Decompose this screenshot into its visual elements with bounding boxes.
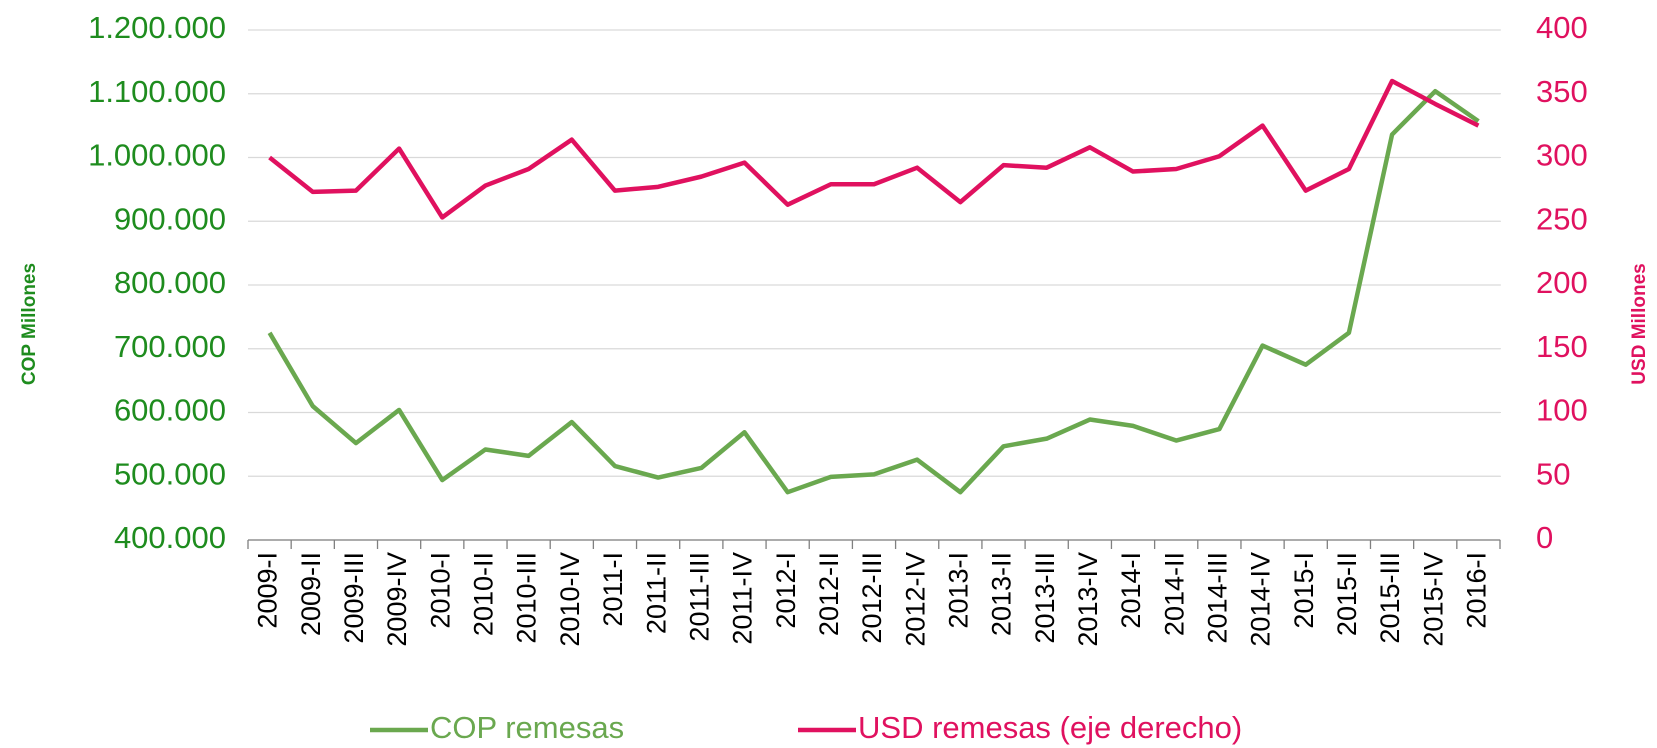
y2-tick-label: 0 <box>1536 520 1553 555</box>
y-tick-label: 900.000 <box>114 201 226 236</box>
y-tick-label: 400.000 <box>114 520 226 555</box>
y2-tick-label: 300 <box>1536 138 1588 173</box>
x-tick-label: 2011-III <box>684 552 714 642</box>
y-tick-label: 600.000 <box>114 393 226 428</box>
x-tick-label: 2012-II <box>814 552 844 636</box>
x-tick-label: 2016-I <box>1462 552 1492 629</box>
x-tick-label: 2009-III <box>339 552 369 644</box>
y2-tick-label: 350 <box>1536 74 1588 109</box>
x-tick-label: 2015-III <box>1375 552 1405 644</box>
x-tick-label: 2015-IV <box>1418 552 1448 647</box>
line-series <box>267 88 1480 495</box>
line-series <box>268 78 1480 220</box>
x-tick-label: 2012-I <box>771 552 801 629</box>
x-tick-label: 2015-I <box>1289 552 1319 629</box>
x-tick-label: 2012-IV <box>900 552 930 647</box>
x-tick-label: 2014-III <box>1203 552 1233 644</box>
y2-axis-label: USD Millones <box>1629 263 1650 384</box>
x-tick-label: 2010-IV <box>555 552 585 647</box>
legend-label: USD remesas (eje derecho) <box>858 710 1242 745</box>
x-tick-label: 2011-IV <box>728 552 758 645</box>
legend-label: COP remesas <box>430 710 624 745</box>
x-tick-label: 2013-I <box>943 552 973 629</box>
x-tick-label: 2011-I <box>598 552 628 627</box>
y2-tick-label: 200 <box>1536 265 1588 300</box>
y2-tick-label: 150 <box>1536 329 1588 364</box>
y-tick-label: 1.100.000 <box>88 74 226 109</box>
y2-tick-label: 400 <box>1536 10 1588 45</box>
x-tick-label: 2014-I <box>1116 552 1146 629</box>
x-tick-label: 2014-II <box>1159 552 1189 636</box>
y-axis-label: COP Millones <box>19 263 40 385</box>
x-tick-label: 2014-IV <box>1246 552 1276 647</box>
x-tick-label: 2009-I <box>253 552 283 629</box>
x-tick-label: 2010-I <box>425 552 455 629</box>
y2-tick-label: 50 <box>1536 456 1570 491</box>
y-tick-label: 700.000 <box>114 329 226 364</box>
y2-tick-label: 100 <box>1536 393 1588 428</box>
x-tick-label: 2013-II <box>987 552 1017 636</box>
y2-tick-label: 250 <box>1536 201 1588 236</box>
x-tick-label: 2010-III <box>512 552 542 644</box>
y-tick-label: 1.200.000 <box>88 10 226 45</box>
y-tick-label: 500.000 <box>114 456 226 491</box>
y-tick-label: 1.000.000 <box>88 138 226 173</box>
x-tick-label: 2010-II <box>469 552 499 636</box>
y-tick-label: 800.000 <box>114 265 226 300</box>
x-tick-label: 2013-IV <box>1073 552 1103 647</box>
x-tick-label: 2009-II <box>296 552 326 636</box>
x-tick-label: 2011-II <box>641 552 671 634</box>
x-tick-label: 2012-III <box>857 552 887 644</box>
x-tick-label: 2013-III <box>1030 552 1060 644</box>
x-tick-label: 2009-IV <box>382 552 412 647</box>
x-tick-label: 2015-II <box>1332 552 1362 636</box>
